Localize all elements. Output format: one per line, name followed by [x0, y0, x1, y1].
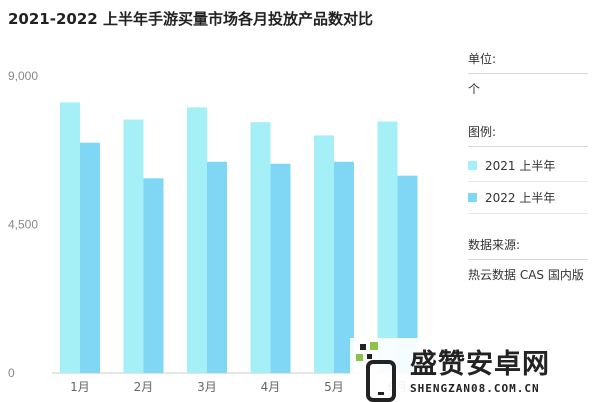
x-tick-label-4: 4月 [261, 380, 281, 394]
phone-logo-icon [356, 342, 396, 402]
bar-2021-4 [250, 122, 271, 373]
legend-text-2021: 2021 上半年 [485, 159, 556, 173]
bar-2022-2 [143, 178, 164, 373]
legend-swatch-2021 [468, 161, 477, 170]
bar-2022-5 [334, 161, 354, 373]
x-tick-label-3: 3月 [197, 380, 217, 394]
y-tick-label-1: 4,500 [8, 218, 38, 232]
source-value: 热云数据 CAS 国内版 [468, 268, 584, 282]
source-label: 数据来源: [468, 236, 588, 260]
bar-2021-2 [123, 119, 144, 373]
sidebar-panel: 单位: 个 图例: 2021 上半年 2022 上半年 数据来源: 热云数据 C… [468, 50, 588, 283]
x-tick-label-1: 1月 [70, 380, 90, 394]
legend-label: 图例: [468, 123, 588, 147]
x-tick-label-2: 2月 [134, 380, 154, 394]
bar-2021-1 [60, 102, 80, 374]
watermark: 盛赞安卓网 SHENGZAN08.COM.CN [350, 338, 600, 402]
unit-value: 个 [468, 82, 481, 96]
legend-text-2022: 2022 上半年 [485, 191, 556, 205]
bar-2022-1 [80, 142, 100, 373]
bar-2021-5 [314, 135, 334, 373]
watermark-text: 盛赞安卓网 [410, 349, 550, 380]
x-tick-label-5: 5月 [324, 380, 344, 394]
bar-2022-6 [397, 175, 418, 373]
bar-2021-6 [377, 121, 398, 373]
y-tick-label-2: 0 [8, 366, 15, 380]
legend-swatch-2022 [468, 193, 477, 202]
unit-label: 单位: [468, 50, 588, 74]
legend-item-2021: 2021 上半年 [468, 157, 588, 182]
watermark-url: SHENGZAN08.COM.CN [410, 382, 540, 395]
bar-2021-3 [187, 107, 207, 373]
legend-item-2022: 2022 上半年 [468, 189, 588, 214]
y-tick-label-0: 9,000 [8, 69, 38, 83]
bar-2022-3 [207, 161, 227, 373]
bar-2022-4 [270, 163, 291, 373]
chart-title: 2021-2022 上半年手游买量市场各月投放产品数对比 [8, 10, 373, 28]
